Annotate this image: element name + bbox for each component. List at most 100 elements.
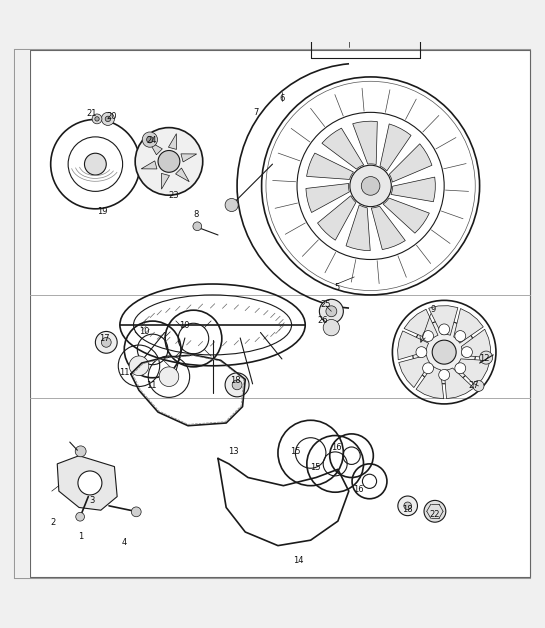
Circle shape [432, 340, 456, 364]
Circle shape [232, 380, 242, 390]
Text: 21: 21 [86, 109, 97, 118]
Circle shape [455, 363, 466, 374]
Polygon shape [322, 128, 364, 169]
Circle shape [147, 136, 153, 143]
Circle shape [158, 151, 180, 172]
Circle shape [142, 132, 158, 147]
Text: 15: 15 [290, 447, 301, 456]
FancyBboxPatch shape [15, 50, 530, 578]
Polygon shape [306, 183, 349, 212]
Polygon shape [353, 121, 377, 165]
Circle shape [95, 117, 99, 121]
Text: 10: 10 [179, 322, 190, 330]
Text: 17: 17 [99, 334, 110, 343]
Circle shape [193, 222, 202, 230]
Circle shape [159, 367, 179, 386]
Text: 26: 26 [317, 316, 328, 325]
Circle shape [75, 446, 86, 457]
Polygon shape [416, 366, 444, 399]
Circle shape [424, 501, 446, 522]
Text: 7: 7 [253, 108, 259, 117]
Circle shape [480, 351, 493, 364]
Polygon shape [346, 205, 370, 251]
Text: 15: 15 [310, 463, 320, 472]
Circle shape [129, 356, 149, 376]
Text: 10: 10 [139, 327, 150, 336]
Circle shape [323, 320, 340, 336]
Text: 16: 16 [331, 443, 342, 452]
FancyBboxPatch shape [30, 50, 530, 577]
Circle shape [462, 347, 473, 357]
Circle shape [361, 176, 380, 195]
Circle shape [92, 114, 102, 124]
Circle shape [326, 306, 337, 317]
Polygon shape [399, 355, 430, 387]
Circle shape [76, 512, 84, 521]
Circle shape [225, 373, 249, 397]
Polygon shape [391, 177, 435, 202]
Text: 6: 6 [280, 94, 285, 103]
Circle shape [416, 347, 427, 357]
Circle shape [473, 381, 484, 391]
Text: 18: 18 [230, 376, 241, 385]
Text: 22: 22 [429, 510, 440, 519]
Polygon shape [398, 331, 428, 360]
Polygon shape [307, 153, 354, 180]
Text: 9: 9 [431, 305, 436, 314]
Text: 5: 5 [334, 283, 340, 293]
Polygon shape [181, 154, 197, 162]
Polygon shape [175, 168, 189, 181]
Text: 14: 14 [293, 556, 304, 565]
Circle shape [95, 332, 117, 353]
Circle shape [439, 324, 450, 335]
Text: 27: 27 [469, 381, 480, 391]
Circle shape [105, 116, 111, 122]
Text: 20: 20 [106, 112, 117, 121]
Polygon shape [461, 329, 490, 358]
Polygon shape [57, 456, 117, 510]
Text: 11: 11 [146, 381, 157, 391]
Polygon shape [444, 368, 474, 399]
Polygon shape [453, 308, 483, 343]
Circle shape [319, 300, 343, 323]
Bar [15, 50, 30, 578]
Text: 2: 2 [51, 517, 56, 527]
Polygon shape [168, 134, 177, 149]
Polygon shape [149, 141, 162, 154]
Circle shape [350, 165, 391, 207]
Text: 12: 12 [479, 354, 489, 363]
Text: 1: 1 [78, 532, 83, 541]
Polygon shape [404, 309, 438, 340]
Circle shape [398, 496, 417, 516]
Text: 19: 19 [97, 207, 108, 216]
Circle shape [84, 153, 106, 175]
Polygon shape [161, 173, 169, 189]
Polygon shape [383, 198, 429, 233]
Circle shape [422, 363, 433, 374]
Text: 16: 16 [353, 485, 364, 494]
Text: 13: 13 [228, 447, 239, 456]
Text: 24: 24 [146, 136, 157, 145]
Text: 11: 11 [119, 369, 130, 377]
Circle shape [413, 320, 476, 384]
Circle shape [131, 507, 141, 517]
Circle shape [439, 369, 450, 381]
Text: 23: 23 [168, 191, 179, 200]
Circle shape [101, 337, 111, 347]
Text: 4: 4 [122, 538, 127, 548]
Polygon shape [318, 196, 356, 240]
Circle shape [455, 330, 466, 342]
Polygon shape [380, 124, 411, 171]
Circle shape [422, 330, 433, 342]
Circle shape [225, 198, 238, 212]
Polygon shape [389, 144, 432, 182]
Polygon shape [141, 161, 157, 169]
Circle shape [78, 471, 102, 495]
Circle shape [135, 127, 203, 195]
Circle shape [404, 502, 411, 510]
Text: 25: 25 [320, 300, 331, 309]
Text: 18: 18 [402, 505, 413, 514]
Circle shape [101, 112, 114, 126]
Polygon shape [429, 306, 458, 335]
Text: 3: 3 [89, 496, 94, 505]
